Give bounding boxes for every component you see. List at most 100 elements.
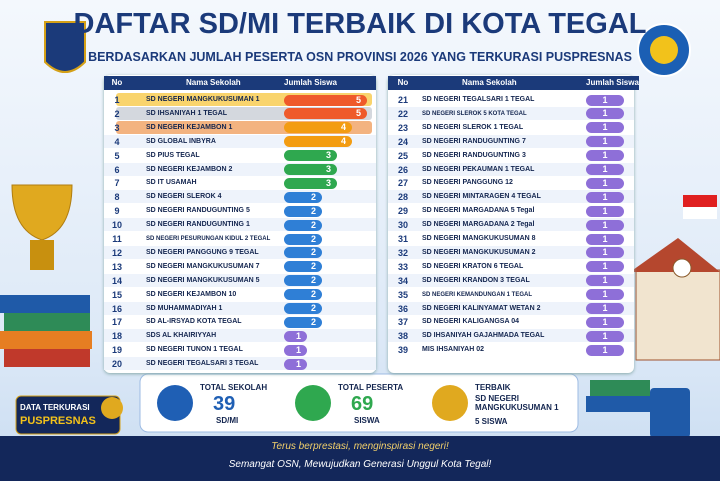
row-no: 36 <box>397 303 408 314</box>
count-pill: 1 <box>586 108 624 120</box>
book <box>586 396 650 412</box>
count-pill: 1 <box>586 275 624 287</box>
count-pill: 2 <box>284 191 322 203</box>
school-name: SD NEGERI MANGKUKUSUMAN 1 <box>146 96 260 103</box>
row-no: 19 <box>111 345 122 356</box>
school-name: SD IT USAMAH <box>146 179 197 187</box>
count-pill: 5 <box>284 94 367 106</box>
row-no: 35 <box>397 289 408 300</box>
row-no: 30 <box>397 220 408 231</box>
title: DAFTAR SD/MI TERBAIK DI KOTA TEGAL <box>73 8 647 40</box>
row-no: 13 <box>111 261 122 272</box>
header-count: Jumlah Siswa <box>284 76 337 90</box>
footer-line2: Semangat OSN, Mewujudkan Generasi Unggul… <box>228 459 492 470</box>
footer-line1: Terus berprestasi, menginspirasi negeri! <box>271 441 449 452</box>
school-name: SD NEGERI MINTARAGEN 4 TEGAL <box>422 193 541 201</box>
school-name: SD NEGERI RANDUGUNTING 7 <box>422 137 526 145</box>
summary-label: TERBAIK <box>475 383 511 392</box>
summary-unit: SD/MI <box>216 416 239 425</box>
row-stripe <box>388 106 634 120</box>
row-stripe <box>388 329 634 343</box>
summary-value: 69 <box>351 393 374 415</box>
row-stripe <box>104 301 376 315</box>
count-pill: 2 <box>284 219 322 231</box>
count-pill: 3 <box>284 164 337 175</box>
school-name: SD NEGERI RANDUGUNTING 1 <box>146 221 250 229</box>
row-stripe <box>388 218 634 232</box>
school-name: SD AL-IRSYAD KOTA TEGAL <box>146 318 242 326</box>
row-no: 18 <box>111 331 122 342</box>
count-pill: 3 <box>284 177 337 189</box>
school-name: SD NEGERI KEJAMBON 2 <box>146 165 233 173</box>
count-pill: 1 <box>284 344 307 356</box>
row-stripe <box>388 245 634 259</box>
school-clock <box>672 258 692 278</box>
school-name: SD NEGERI TEGALSARI 3 TEGAL <box>146 360 259 368</box>
header-no: No <box>106 76 128 90</box>
count-pill: 1 <box>586 330 624 342</box>
school-name: SD NEGERI KALIGANGSA 04 <box>422 318 519 326</box>
header-name: Nama Sekolah <box>462 76 517 90</box>
row-no: 24 <box>397 136 408 147</box>
trophy <box>11 184 73 241</box>
row-no: 9 <box>114 206 120 217</box>
count-pill: 1 <box>586 261 624 273</box>
summary-value: SD NEGERI MANGKUKUSUMAN 1 <box>475 394 559 412</box>
trophy-base <box>30 240 54 270</box>
row-stripe <box>388 301 634 315</box>
school <box>635 269 720 361</box>
header-count: Jumlah Siswa <box>586 76 639 90</box>
pencil-cup <box>650 388 690 438</box>
school-name: SD NEGERI MANGKUKUSUMAN 2 <box>422 248 536 256</box>
row-no: 5 <box>114 150 120 161</box>
school-name: SD NEGERI RANDUGUNTING 3 <box>422 151 526 159</box>
count-pill: 1 <box>586 303 624 314</box>
summary-icon <box>432 385 468 421</box>
row-no: 4 <box>114 136 120 147</box>
school-name: SD NEGERI MARGADANA 2 Tegal <box>422 221 535 229</box>
header-name: Nama Sekolah <box>186 76 241 90</box>
school-name: SD MUHAMMADIYAH 1 <box>146 304 223 312</box>
school-name: SD NEGERI PESURUNGAN KIDUL 2 TEGAL <box>146 236 271 242</box>
row-no: 14 <box>111 275 122 286</box>
row-no: 12 <box>111 247 122 258</box>
count-pill: 4 <box>284 122 352 134</box>
count-pill: 1 <box>586 233 624 245</box>
row-no: 37 <box>397 317 408 328</box>
row-no: 1 <box>114 95 120 105</box>
row-no: 26 <box>397 164 408 175</box>
school-name: SD NEGERI TUNON 1 TEGAL <box>146 346 243 354</box>
book <box>0 295 90 313</box>
count-pill: 5 <box>284 108 367 120</box>
school-name: SD NEGERI PANGGUNG 12 <box>422 179 513 187</box>
row-stripe <box>388 134 634 148</box>
school-name: SD GLOBAL INBYRA <box>146 137 216 145</box>
row-no: 21 <box>397 95 408 105</box>
school-name: SD PIUS TEGAL <box>146 151 200 159</box>
city-logo <box>44 21 86 73</box>
row-no: 29 <box>397 206 408 217</box>
count-pill: 1 <box>586 94 624 106</box>
count-pill: 3 <box>284 150 337 162</box>
row-no: 8 <box>114 192 120 203</box>
row-no: 39 <box>397 345 408 356</box>
summary-value: 39 <box>213 393 236 415</box>
school-name: SD NEGERI SLEROK 5 KOTA TEGAL <box>422 110 527 117</box>
count-pill: 2 <box>284 303 322 314</box>
count-pill: 1 <box>586 164 624 175</box>
school-roof <box>630 238 720 272</box>
badge-line1: DATA TERKURASI <box>20 403 90 412</box>
school-name: SD NEGERI KEJAMBON 1 <box>146 123 233 131</box>
book <box>590 380 650 396</box>
row-no: 38 <box>397 331 408 342</box>
school-name: SD NEGERI KRANDON 3 TEGAL <box>422 276 530 284</box>
badge-line2: PUSPRESNAS <box>20 415 96 427</box>
count-pill: 2 <box>284 275 322 287</box>
row-no: 15 <box>111 289 122 300</box>
count-pill: 1 <box>284 330 307 342</box>
count-pill: 1 <box>284 358 307 370</box>
school-name: SD NEGERI SLEROK 1 TEGAL <box>422 123 524 131</box>
row-stripe <box>104 329 376 343</box>
book <box>4 349 90 367</box>
flag <box>683 207 717 219</box>
